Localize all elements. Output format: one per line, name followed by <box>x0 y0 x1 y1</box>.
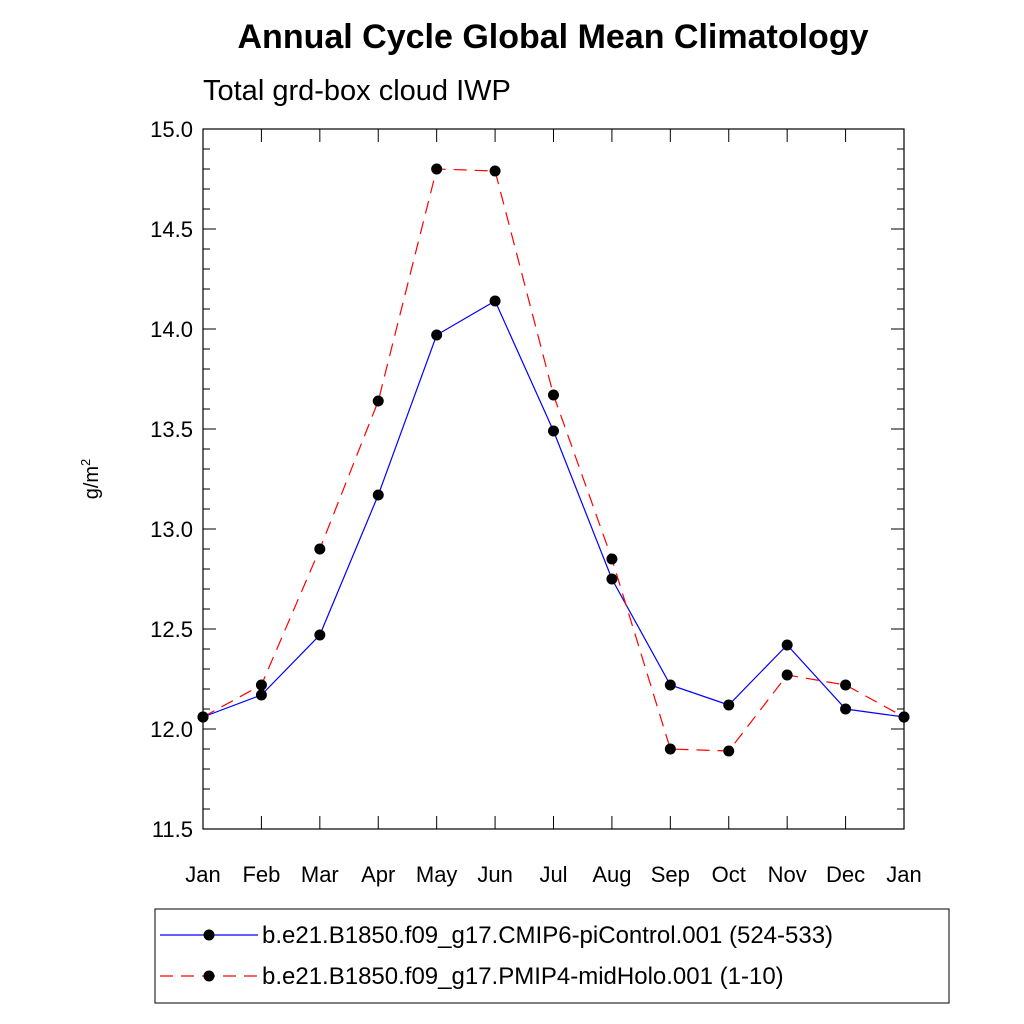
data-point-series-0 <box>314 629 326 641</box>
x-tick-label: Sep <box>651 862 690 887</box>
plot-frame <box>202 128 905 830</box>
data-point-series-1 <box>314 543 326 555</box>
data-point-series-0 <box>781 639 793 651</box>
x-tick-label: Aug <box>592 862 631 887</box>
legend-marker-midholo <box>203 970 215 982</box>
data-point-series-1 <box>781 669 793 681</box>
legend-box <box>154 908 950 1004</box>
series-line-1 <box>202 168 905 752</box>
data-point-series-1 <box>431 163 443 175</box>
data-point-series-1 <box>197 711 209 723</box>
data-point-series-1 <box>372 395 384 407</box>
legend-label-midholo: b.e21.B1850.f09_g17.PMIP4-midHolo.001 (1… <box>262 963 784 990</box>
y-tick-label: 14.5 <box>150 217 193 242</box>
x-tick-label: Jun <box>477 862 512 887</box>
x-tick-label: Nov <box>768 862 807 887</box>
x-tick-label: Mar <box>301 862 339 887</box>
y-axis-label: g/m2 <box>78 459 103 500</box>
data-point-series-0 <box>255 689 267 701</box>
x-tick-label: Oct <box>712 862 746 887</box>
series-line-0 <box>202 300 905 718</box>
data-point-series-1 <box>489 165 501 177</box>
data-point-series-1 <box>606 553 618 565</box>
y-tick-label: 12.0 <box>150 717 193 742</box>
data-point-series-1 <box>898 711 910 723</box>
x-tick-label: Jan <box>886 862 921 887</box>
x-tick-label: Jul <box>539 862 567 887</box>
x-tick-label: Dec <box>826 862 865 887</box>
data-point-series-0 <box>548 425 559 437</box>
data-point-series-1 <box>664 743 676 755</box>
data-point-series-1 <box>723 745 735 757</box>
data-point-series-1 <box>255 679 267 691</box>
x-tick-label: Apr <box>361 862 395 887</box>
legend-label-picontrol: b.e21.B1850.f09_g17.CMIP6-piControl.001 … <box>262 922 833 949</box>
x-tick-label: Feb <box>242 862 280 887</box>
y-tick-label: 13.5 <box>150 417 193 442</box>
y-tick-label: 14.0 <box>150 317 193 342</box>
data-point-series-1 <box>840 679 852 691</box>
data-point-series-0 <box>489 295 501 307</box>
data-point-series-0 <box>431 329 443 341</box>
data-point-series-0 <box>606 573 618 585</box>
y-tick-label: 13.0 <box>150 517 193 542</box>
x-tick-label: May <box>416 862 458 887</box>
chart-subtitle: Total grd-box cloud IWP <box>203 75 511 107</box>
legend-marker-picontrol <box>203 929 215 941</box>
data-point-series-0 <box>664 679 676 691</box>
y-tick-label: 12.5 <box>150 617 193 642</box>
legend: b.e21.B1850.f09_g17.CMIP6-piControl.001 … <box>154 908 950 1004</box>
data-point-series-1 <box>548 389 559 401</box>
data-point-series-0 <box>840 703 852 715</box>
x-tick-label: Jan <box>185 862 220 887</box>
data-point-series-0 <box>372 489 384 501</box>
y-tick-label: 15.0 <box>150 117 193 142</box>
data-point-series-0 <box>723 699 735 711</box>
y-tick-label: 11.5 <box>152 817 193 842</box>
chart-title: Annual Cycle Global Mean Climatology <box>238 18 869 56</box>
